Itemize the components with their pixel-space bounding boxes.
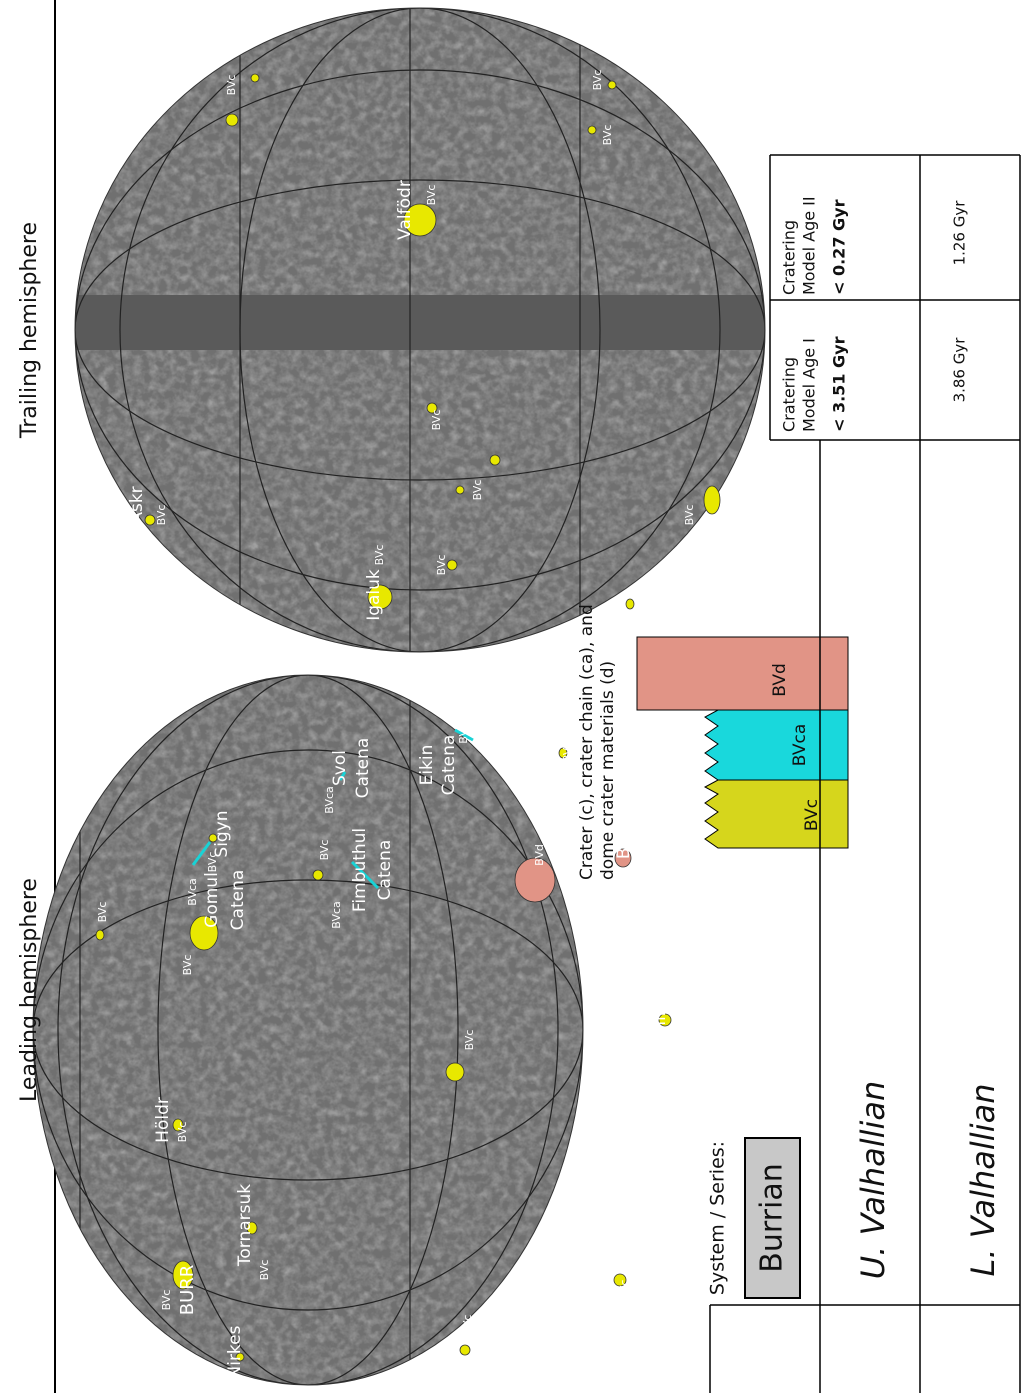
feature-label: Höldr [153,1097,173,1143]
age-header: Cratering [780,220,799,295]
feature-label: Sigyn [212,810,232,857]
age-value: < 3.51 Gyr [830,336,849,432]
legend [637,637,848,1298]
feature-label: BVc [258,1260,271,1281]
feature-label: BVc [618,1280,631,1301]
feature-label: BVca [330,901,343,929]
unit-box-c [705,780,848,848]
feature-label: Catena [375,840,395,901]
feature-label: Agloolik [650,1006,670,1073]
feature-label: Gomul [202,872,222,928]
system-name: Burrian [755,1163,790,1272]
feature-label: BVc [435,555,448,576]
legend-header: dome crater materials (d) [598,661,618,880]
feature-label: BVc [225,75,238,96]
feature-label: BVc [463,1030,476,1051]
feature-label: Askr [127,486,147,523]
feature-label: BVca [186,878,199,906]
age-value: < 0.27 Gyr [830,199,849,295]
trailing-globe [70,5,770,655]
feature-label: Fimbuthul [350,828,370,912]
age-value: 3.86 Gyr [951,337,969,403]
unit-label: BVd [770,663,790,697]
feature-label: Nirkes [225,1325,245,1378]
feature-label: BVc [425,185,438,206]
age-header: Model Age I [800,338,819,432]
heading: Trailing hemisphere [17,222,42,439]
feature-label: Catena [353,738,373,799]
age-header: Model Age II [800,196,819,295]
feature-label: BVd [533,844,546,866]
system-label: System / Series: [707,1141,729,1295]
unit-box-d [637,637,848,710]
feature-label: BVca [457,716,470,744]
feature-label: BVc [645,985,658,1006]
feature-label: BVc [430,410,443,431]
feature-label: BVc [461,1315,474,1336]
feature-label: BVc [683,505,696,526]
series-name: U. Valhallian [854,1081,892,1280]
feature-label: Catena [228,870,248,931]
age-header: Cratering [780,357,799,432]
feature-label: Tornarsuk [235,1184,255,1267]
feature-label: BVc [155,505,168,526]
feature-label: BVc [176,1122,189,1143]
feature-label: Catena [439,735,459,796]
feature-label: BVc [591,70,604,91]
feature-label: BVca [323,786,336,814]
feature-label: BVc [160,1290,173,1311]
feature-label: BVc [471,480,484,501]
heading: Leading hemisphere [17,878,42,1102]
feature-label: BVc [561,742,574,763]
feature-label: BVc [206,852,219,873]
feature-label: Igaluk [364,569,384,621]
unit-label: BVca [790,724,810,767]
age-value: 1.26 Gyr [951,200,969,266]
feature-label: Eikin [417,745,437,786]
feature-label: BVc [96,902,109,923]
series-name: L. Valhallian [964,1084,1002,1277]
feature-label: BVc [181,955,194,976]
feature-label: BVc [373,545,386,566]
feature-label: BVc [601,125,614,146]
legend-header: Crater (c), crater chain (ca), and [577,604,597,880]
figure: NirkesBURRBVcTornarsukBVcHöldrBVcBVcAglo… [0,0,1030,1393]
feature-label: Svol [330,750,350,786]
feature-label: Valfödr [395,180,415,240]
feature-label: BURR [177,1265,198,1316]
unit-label: BVc [802,799,822,831]
feature-label: BVc [318,840,331,861]
unit-box-ca [705,710,848,780]
